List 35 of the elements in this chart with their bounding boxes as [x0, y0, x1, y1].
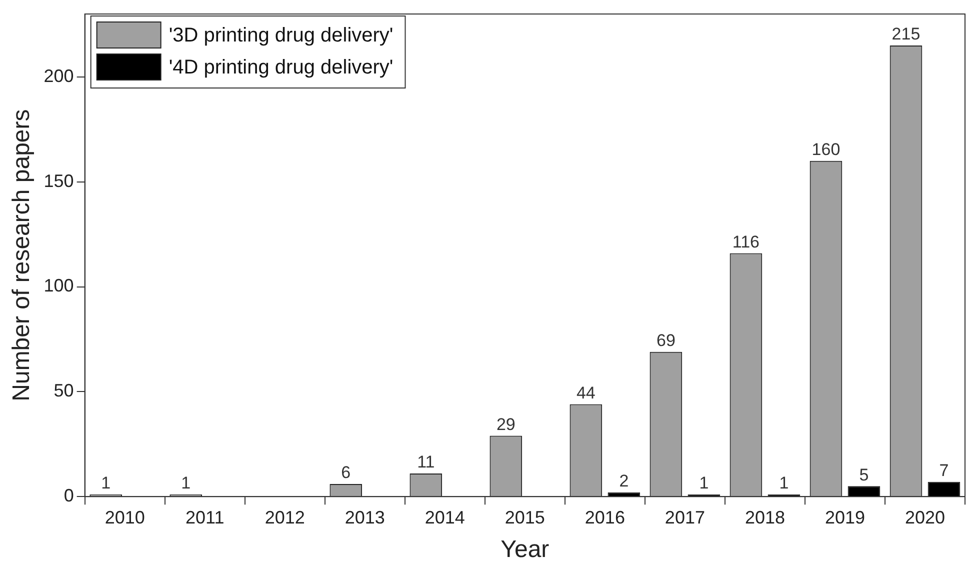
data-label: 1 — [699, 474, 709, 493]
x-tick-label: 2018 — [744, 507, 785, 528]
data-label: 215 — [892, 24, 920, 44]
data-label: 6 — [341, 463, 351, 482]
data-label: 69 — [656, 331, 676, 350]
data-label: 116 — [732, 232, 760, 252]
data-label: 1 — [101, 474, 111, 493]
data-label: 7 — [939, 461, 949, 480]
legend-label: '3D printing drug delivery' — [168, 24, 394, 47]
x-tick-label: 2015 — [504, 507, 545, 528]
x-axis-title: Year — [500, 536, 550, 564]
data-label: 160 — [812, 140, 840, 160]
x-tick-label: 2017 — [664, 507, 705, 528]
data-label: 2 — [619, 472, 629, 491]
data-label: 29 — [496, 414, 516, 434]
data-label: 44 — [576, 383, 596, 402]
x-tick-label: 2010 — [104, 507, 145, 528]
y-tick-label: 100 — [44, 276, 74, 296]
y-axis-title: Number of research papers — [8, 109, 36, 402]
y-tick-label: 50 — [54, 380, 74, 401]
x-tick-label: 2014 — [424, 507, 465, 528]
legend-label: '4D printing drug delivery' — [168, 56, 394, 79]
x-tick-label: 2011 — [185, 507, 224, 528]
x-tick-label: 2012 — [264, 507, 305, 528]
x-tick-label: 2016 — [584, 507, 625, 528]
data-label: 1 — [779, 474, 789, 493]
x-tick-label: 2013 — [344, 507, 385, 528]
y-tick-label: 150 — [44, 170, 74, 191]
y-tick-label: 200 — [44, 66, 74, 86]
data-label: 11 — [417, 452, 435, 472]
data-label: 5 — [859, 465, 869, 484]
data-label: 1 — [181, 474, 191, 493]
x-tick-label: 2020 — [904, 507, 946, 528]
x-tick-label: 2019 — [824, 507, 865, 528]
y-tick-label: 0 — [64, 486, 74, 506]
